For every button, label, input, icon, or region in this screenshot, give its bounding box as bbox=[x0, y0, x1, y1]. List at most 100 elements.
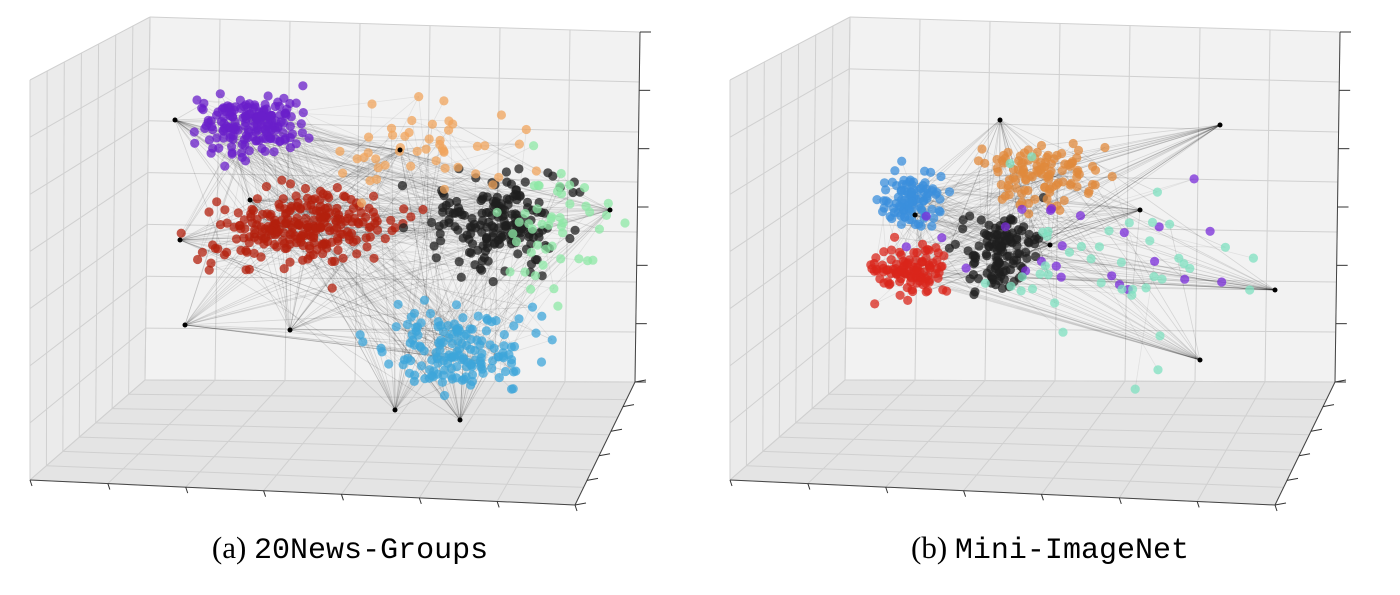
data-point bbox=[449, 352, 460, 362]
data-point bbox=[1185, 263, 1195, 273]
floor-pane bbox=[30, 380, 635, 505]
data-point bbox=[482, 192, 492, 202]
data-point bbox=[424, 134, 434, 144]
y-tick bbox=[1286, 477, 1299, 481]
gridline bbox=[29, 68, 150, 138]
x-tick bbox=[963, 490, 967, 497]
data-point bbox=[1150, 256, 1160, 266]
hub-point bbox=[287, 327, 293, 333]
data-point bbox=[477, 336, 487, 346]
data-point bbox=[1141, 283, 1151, 293]
data-point bbox=[275, 136, 285, 147]
data-point bbox=[256, 222, 266, 232]
data-point bbox=[373, 163, 383, 173]
hub-edge bbox=[289, 211, 461, 331]
data-point bbox=[1245, 285, 1255, 295]
gridline bbox=[1124, 25, 1131, 382]
data-point bbox=[367, 99, 377, 109]
graph-edge bbox=[1111, 176, 1147, 289]
data-point bbox=[511, 237, 522, 247]
data-point bbox=[306, 231, 316, 242]
data-point bbox=[885, 279, 895, 289]
data-point bbox=[406, 161, 416, 171]
hub-edge bbox=[1169, 224, 1201, 361]
data-point bbox=[901, 242, 911, 252]
data-point bbox=[879, 178, 890, 188]
data-point bbox=[323, 222, 333, 232]
data-point bbox=[1096, 278, 1106, 288]
floor-pane bbox=[730, 380, 1335, 505]
data-point bbox=[236, 148, 247, 158]
gridline bbox=[795, 422, 1310, 436]
data-point bbox=[451, 300, 462, 310]
data-point bbox=[421, 144, 431, 154]
hub-edge bbox=[459, 209, 611, 332]
data-point bbox=[231, 234, 242, 244]
hub-edge bbox=[998, 124, 1221, 274]
data-point bbox=[889, 207, 899, 218]
data-point bbox=[531, 166, 542, 176]
hub-edge bbox=[914, 214, 1250, 291]
data-point bbox=[933, 248, 943, 258]
data-point bbox=[903, 295, 913, 305]
data-point bbox=[902, 179, 912, 189]
data-point bbox=[505, 267, 515, 277]
data-point bbox=[332, 183, 342, 193]
y-tick bbox=[598, 453, 611, 457]
x-tick bbox=[263, 490, 267, 497]
hub-edge bbox=[321, 149, 401, 212]
hub-edge bbox=[923, 271, 1201, 361]
data-point bbox=[531, 255, 541, 265]
data-point bbox=[352, 249, 362, 259]
data-point bbox=[553, 301, 563, 311]
hub-edge bbox=[1139, 209, 1170, 225]
y-tick bbox=[1274, 502, 1287, 506]
data-point bbox=[406, 312, 416, 322]
data-point bbox=[980, 278, 990, 288]
graph-edge bbox=[279, 140, 499, 218]
data-point bbox=[1042, 194, 1052, 204]
panel-miniimagenet: (b) Mini-ImageNet bbox=[700, 0, 1400, 595]
data-point bbox=[1073, 165, 1083, 175]
side-pane bbox=[30, 17, 150, 480]
data-point bbox=[369, 253, 379, 263]
data-point bbox=[270, 215, 280, 225]
hub-edge bbox=[399, 149, 481, 346]
graph-edge bbox=[911, 162, 1004, 221]
hub-edge bbox=[342, 234, 461, 421]
gridline bbox=[778, 52, 782, 438]
hub-edge bbox=[978, 119, 1001, 247]
data-point bbox=[1024, 198, 1034, 208]
data-point bbox=[489, 343, 499, 353]
hub-edge bbox=[559, 185, 611, 211]
data-point bbox=[1104, 226, 1114, 236]
x-axis-line bbox=[29, 479, 576, 506]
data-point bbox=[895, 290, 905, 300]
data-point bbox=[358, 337, 368, 347]
data-point bbox=[1073, 145, 1084, 155]
data-point bbox=[904, 198, 914, 208]
data-point bbox=[409, 376, 419, 386]
data-point bbox=[439, 390, 450, 401]
hub-edge bbox=[348, 235, 396, 411]
graph-edge bbox=[434, 245, 470, 253]
x-tick bbox=[1118, 497, 1122, 505]
data-point bbox=[487, 317, 497, 327]
data-point bbox=[403, 353, 413, 363]
hub-edge bbox=[1021, 230, 1201, 361]
data-point bbox=[212, 133, 222, 143]
data-point bbox=[438, 203, 448, 213]
data-point bbox=[444, 198, 455, 208]
data-point bbox=[269, 147, 279, 157]
data-point bbox=[482, 222, 492, 232]
data-point bbox=[437, 377, 447, 387]
data-point bbox=[1004, 251, 1014, 261]
gridline bbox=[745, 70, 748, 466]
gridline bbox=[128, 25, 134, 395]
graph-edge bbox=[448, 129, 502, 209]
data-point bbox=[189, 127, 199, 137]
data-point bbox=[260, 146, 270, 156]
hub-edge bbox=[993, 246, 1276, 291]
data-point bbox=[473, 311, 483, 321]
x-tick bbox=[807, 483, 811, 490]
